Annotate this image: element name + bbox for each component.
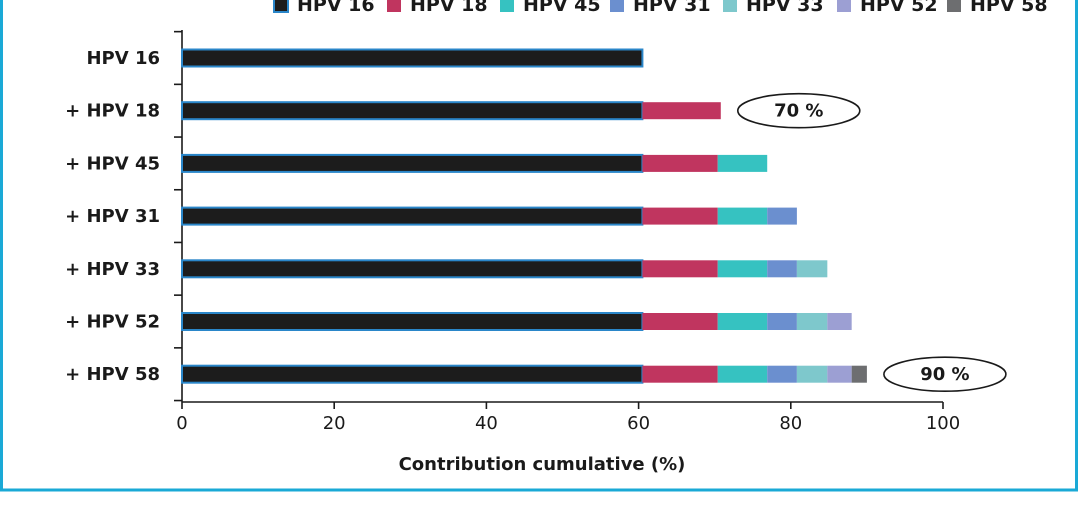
bar-segment <box>827 365 852 383</box>
bar-segment <box>642 260 718 278</box>
annotation-label: 70 % <box>774 101 823 122</box>
bar-segment <box>181 312 644 331</box>
x-tick-label: 80 <box>779 413 802 434</box>
bar-segment <box>717 313 768 330</box>
legend-label: HPV 45 <box>523 0 601 16</box>
bar-segment <box>642 313 718 330</box>
bar-segment <box>717 154 768 172</box>
bar-segment <box>827 313 852 330</box>
legend-label: HPV 52 <box>860 0 938 16</box>
bar-segment <box>796 313 828 330</box>
bar-segment <box>642 365 718 383</box>
annotation-oval <box>883 356 1007 393</box>
bar-segment <box>181 259 644 279</box>
annotations: 70 % 90 % <box>736 92 1007 393</box>
category-label: + HPV 52 <box>65 312 160 333</box>
annotation-label: 90 % <box>920 364 969 385</box>
bar-segment <box>181 364 644 384</box>
category-label: + HPV 31 <box>65 206 160 227</box>
legend-swatch <box>723 0 737 12</box>
bar-segment <box>767 207 797 225</box>
bar-segment <box>642 154 718 172</box>
bar-segment <box>767 260 797 278</box>
category-label: HPV 16 <box>86 48 160 69</box>
legend: HPV 16 HPV 18 HPV 45 HPV 31 HPV 33 HPV 52 HPV … <box>273 0 1048 16</box>
bar-segment <box>767 313 797 330</box>
x-tick-label: 20 <box>323 413 346 434</box>
legend-label: HPV 31 <box>633 0 711 16</box>
bar-segment <box>796 365 828 383</box>
bar-segment <box>851 365 867 383</box>
legend-swatch <box>500 0 514 12</box>
legend-swatch <box>273 0 289 13</box>
bar-segment <box>717 260 768 278</box>
bar-segment <box>181 206 644 226</box>
category-label: + HPV 33 <box>65 259 160 280</box>
legend-label: HPV 33 <box>746 0 824 16</box>
annotation-oval <box>736 92 861 129</box>
x-tick-label: 100 <box>926 413 960 434</box>
legend-swatch <box>947 0 961 12</box>
category-label: + HPV 18 <box>65 101 160 122</box>
bar-segment <box>642 102 721 120</box>
bar-segment <box>181 153 644 173</box>
legend-swatch <box>387 0 401 12</box>
bar-segment <box>642 207 718 225</box>
bar-segment <box>181 101 644 121</box>
bar-segment <box>767 365 797 383</box>
legend-label: HPV 58 <box>970 0 1048 16</box>
x-tick-label: 40 <box>475 413 498 434</box>
chart-border <box>0 0 1078 492</box>
axes: 0 20 40 60 80 100 HPV 16 + HPV 18 + HPV 45 + HPV … <box>65 30 960 434</box>
bar-segment <box>796 260 828 278</box>
legend-label: HPV 18 <box>410 0 488 16</box>
legend-label: HPV 16 <box>297 0 375 16</box>
category-label: + HPV 45 <box>65 153 160 174</box>
x-tick-label: 0 <box>176 413 187 434</box>
legend-swatch <box>837 0 851 12</box>
bar-segment <box>717 365 768 383</box>
bar-segment <box>717 207 768 225</box>
x-tick-label: 60 <box>627 413 650 434</box>
x-axis-title: Contribution cumulative (%) <box>399 454 686 475</box>
bar-segment <box>181 48 644 68</box>
category-label: + HPV 58 <box>65 364 160 385</box>
legend-swatch <box>610 0 624 12</box>
bars <box>181 48 867 384</box>
